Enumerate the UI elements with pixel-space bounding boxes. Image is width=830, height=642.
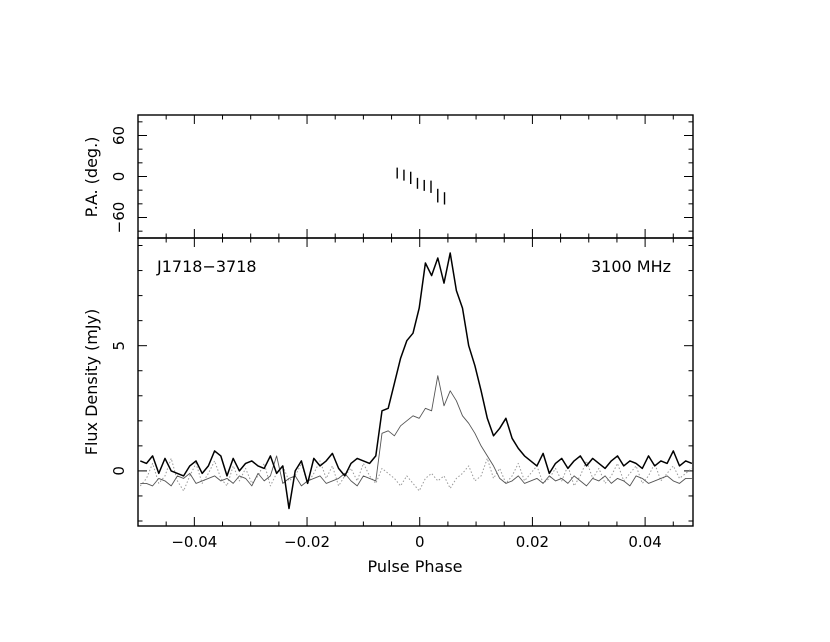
pa-ytick-labels: −60 0 60 [110,126,128,233]
flux-ytick-labels: 05 [110,341,128,476]
flux-ylabel: Flux Density (mJy) [82,309,101,456]
flux-ytick-label: 5 [110,341,128,351]
flux-panel: 05 −0.04 −0.02 0 0.02 0.04 J1718−3718 3100 M… [82,237,694,576]
flux-xtick-labels: −0.04 −0.02 0 0.02 0.04 [171,533,661,551]
pa-points [396,167,446,205]
flux-xtick-label: 0 [415,533,425,551]
source-name-label: J1718−3718 [156,257,257,276]
pa-ticks [137,115,693,238]
flux-series-circular [139,457,693,492]
flux-xtick-label: 0.04 [628,533,661,551]
pa-panel-frame [137,114,694,239]
flux-panel-frame [137,237,694,527]
pa-ytick-label: 60 [110,126,128,145]
flux-xtick-label: −0.04 [171,533,217,551]
flux-xlabel: Pulse Phase [368,557,463,576]
frequency-label: 3100 MHz [591,257,671,276]
pa-ytick-label: 0 [110,172,128,182]
flux-xtick-label: −0.02 [284,533,330,551]
flux-xtick-label: 0.02 [516,533,549,551]
flux-series-group [139,252,693,510]
flux-ytick-label: 0 [110,466,128,476]
flux-series-total [140,252,693,510]
flux-ticks [137,238,693,526]
flux-series-linear [140,375,692,487]
pa-ytick-label: −60 [110,202,128,234]
pa-ylabel: P.A. (deg.) [82,137,101,218]
pa-panel: −60 0 60 P.A. (deg.) [82,114,694,239]
